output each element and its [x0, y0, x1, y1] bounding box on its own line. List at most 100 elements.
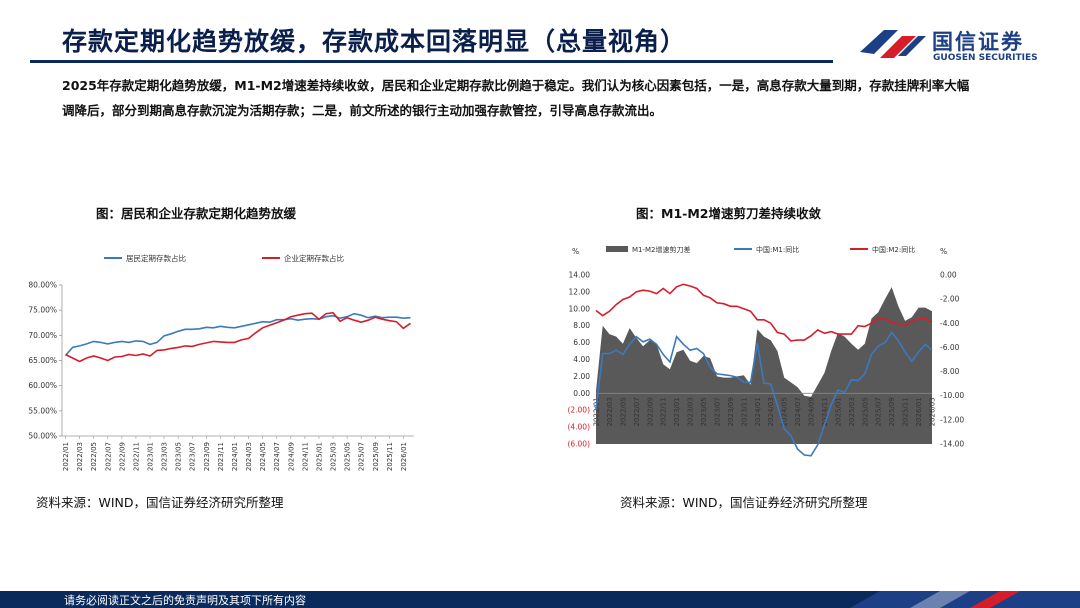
- y-tick-label: 60.00%: [28, 381, 57, 390]
- deposit-ratio-chart: 居民定期存款占比 企业定期存款占比 50.00% 55.00% 60.00% 65.00%…: [28, 253, 414, 471]
- x-tick-label: 2024/01: [231, 442, 239, 471]
- page-title: 存款定期化趋势放缓，存款成本回落明显（总量视角）: [62, 27, 687, 56]
- x-tick-label: 2026/01: [400, 442, 408, 471]
- right-axis-unit: %: [940, 247, 947, 256]
- x-tick-label: 2025/05: [344, 442, 352, 471]
- x-tick-label: 2023/11: [740, 397, 748, 426]
- left-y-tick-label: (2.00): [567, 406, 590, 415]
- logo-cn-text: 国信证券: [932, 30, 1024, 54]
- x-tick-label: 2025/09: [888, 397, 896, 426]
- y-tick-label: 70.00%: [28, 331, 57, 340]
- x-tick-label: 2025/07: [358, 442, 366, 471]
- x-tick-label: 2024/05: [781, 397, 789, 426]
- x-tick-label: 2024/11: [821, 397, 829, 426]
- x-tick-label: 2024/05: [259, 442, 267, 471]
- guosen-logo-icon: [860, 30, 926, 58]
- left-y-tick-label: 8.00: [573, 321, 590, 330]
- legend-label-1: 企业定期存款占比: [284, 253, 344, 263]
- title-underline: [30, 60, 833, 63]
- footer-bar: 请务必阅读正文之后的免责声明及其项下所有内容: [0, 591, 1080, 608]
- legend-label-2: 中国:M2:同比: [872, 245, 915, 254]
- x-tick-label: 2023/03: [161, 442, 169, 471]
- x-tick-label: 2022/03: [606, 397, 614, 426]
- x-tick-label: 2025/11: [902, 397, 910, 426]
- x-tick-label: 2022/05: [619, 397, 627, 426]
- left-y-tick-label: (4.00): [567, 423, 590, 432]
- left-figure-source: 资料来源：WIND，国信证券经济研究所整理: [36, 495, 284, 510]
- summary-paragraph: 2025年存款定期化趋势放缓，M1-M2增速差持续收敛，居民和企业定期存款比例趋…: [62, 78, 970, 118]
- x-tick-label: 2025/03: [330, 442, 338, 471]
- company-logo: 国信证券 GUOSEN SECURITIES: [858, 24, 1058, 66]
- x-tick-label: 2025/01: [315, 442, 323, 471]
- x-tick-label: 2023/07: [189, 442, 197, 471]
- series-line-2: [595, 283, 933, 342]
- x-tick-label: 2023/09: [203, 442, 211, 471]
- x-tick-label: 2022/09: [646, 397, 654, 426]
- y-tick-label: 50.00%: [28, 432, 57, 441]
- left-y-tick-label: 10.00: [569, 304, 591, 313]
- m1-m2-chart: % % M1-M2增速剪刀差 中国:M1:同比 中国:M2:同比 14.00 12.00 10…: [567, 245, 964, 457]
- footer-decoration-icon: [850, 591, 1080, 608]
- left-y-tick-label: 4.00: [573, 355, 590, 364]
- left-y-tick-label: (6.00): [567, 440, 590, 449]
- right-figure-title: 图：M1-M2增速剪刀差持续收敛: [636, 206, 821, 221]
- right-y-tick-label: 0.00: [940, 271, 957, 280]
- right-y-tick-label: -6.00: [940, 343, 960, 352]
- series-line-0: [64, 312, 411, 357]
- legend-label-1: 中国:M1:同比: [756, 245, 799, 254]
- series-area-gap: [596, 287, 932, 444]
- x-tick-label: 2023/11: [217, 442, 225, 471]
- right-figure-source: 资料来源：WIND，国信证券经济研究所整理: [620, 495, 868, 510]
- x-tick-label: 2022/07: [104, 442, 112, 471]
- x-tick-label: 2025/03: [848, 397, 856, 426]
- series-line-1: [595, 331, 933, 457]
- logo-en-text: GUOSEN SECURITIES: [933, 53, 1038, 63]
- x-tick-label: 2025/11: [386, 442, 394, 471]
- x-tick-label: 2023/09: [727, 397, 735, 426]
- x-tick-label: 2025/05: [861, 397, 869, 426]
- left-figure-title: 图：居民和企业存款定期化趋势放缓: [96, 206, 297, 221]
- x-tick-label: 2023/03: [687, 397, 695, 426]
- x-tick-label: 2022/05: [90, 442, 98, 471]
- x-tick-label: 2025/09: [372, 442, 380, 471]
- y-tick-label: 80.00%: [28, 281, 57, 290]
- right-y-tick-label: -8.00: [940, 367, 960, 376]
- left-y-tick-label: 0.00: [573, 389, 590, 398]
- x-tick-label: 2024/01: [754, 397, 762, 426]
- x-tick-label: 2024/07: [794, 397, 802, 426]
- x-tick-label: 2023/05: [700, 397, 708, 426]
- right-y-tick-label: -12.00: [940, 415, 964, 424]
- legend-label-0: 居民定期存款占比: [126, 253, 186, 263]
- right-y-tick-label: -2.00: [940, 295, 960, 304]
- x-tick-label: 2023/05: [175, 442, 183, 471]
- y-tick-label: 55.00%: [28, 406, 57, 415]
- x-tick-label: 2023/01: [673, 397, 681, 426]
- x-tick-label: 2026/01: [915, 397, 923, 426]
- left-y-tick-label: 12.00: [569, 287, 591, 296]
- x-tick-label: 2023/07: [713, 397, 721, 426]
- x-tick-label: 2024/03: [245, 442, 253, 471]
- y-tick-label: 65.00%: [28, 356, 57, 365]
- x-tick-label: 2025/01: [834, 397, 842, 426]
- left-axis-unit: %: [572, 247, 579, 256]
- x-tick-label: 2024/07: [273, 442, 281, 471]
- x-tick-label: 2022/07: [633, 397, 641, 426]
- x-tick-label: 2022/01: [62, 442, 70, 471]
- x-tick-label: 2024/09: [808, 397, 816, 426]
- left-y-tick-label: 6.00: [573, 338, 590, 347]
- series-line-1: [65, 311, 411, 363]
- x-tick-label: 2024/11: [301, 442, 309, 471]
- x-tick-label: 2026/03: [929, 397, 937, 426]
- left-y-tick-label: 14.00: [569, 271, 591, 280]
- x-tick-label: 2022/09: [118, 442, 126, 471]
- x-tick-label: 2022/03: [76, 442, 84, 471]
- right-y-tick-label: -10.00: [940, 391, 964, 400]
- right-y-tick-label: -4.00: [940, 319, 960, 328]
- x-tick-label: 2023/01: [147, 442, 155, 471]
- x-tick-label: 2022/01: [593, 397, 601, 426]
- left-y-tick-label: 2.00: [573, 372, 590, 381]
- legend-swatch-0: [606, 246, 628, 252]
- x-tick-label: 2022/11: [132, 442, 140, 471]
- footer-disclaimer: 请务必阅读正文之后的免责声明及其项下所有内容: [64, 594, 306, 607]
- x-tick-label: 2024/03: [767, 397, 775, 426]
